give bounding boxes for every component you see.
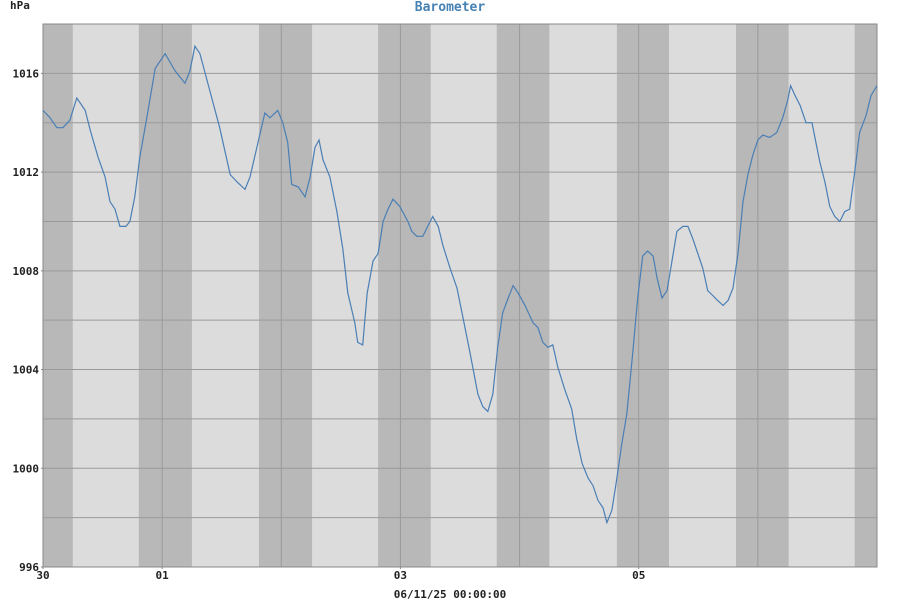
night-band bbox=[736, 24, 789, 567]
chart-title: Barometer bbox=[415, 0, 486, 15]
x-tick-label: 03 bbox=[394, 569, 407, 582]
night-band bbox=[616, 24, 669, 567]
night-band bbox=[854, 24, 877, 567]
x-axis-label: 06/11/25 00:00:00 bbox=[394, 588, 507, 600]
plot-frame bbox=[42, 23, 878, 568]
line bbox=[42, 44, 878, 525]
night-band bbox=[258, 24, 313, 567]
y-tick-label: 1012 bbox=[13, 166, 40, 179]
y-axis-label: hPa bbox=[10, 0, 30, 12]
night-band bbox=[138, 24, 192, 567]
y-tick-label: 1000 bbox=[13, 462, 40, 475]
y-tick-label: 1004 bbox=[13, 364, 40, 377]
night-band bbox=[43, 24, 73, 567]
x-tick-label: 01 bbox=[156, 569, 170, 582]
y-tick-label: 996 bbox=[19, 561, 39, 574]
x-tick-label: 05 bbox=[632, 569, 645, 582]
night-band bbox=[496, 24, 550, 567]
x-tick-label: 30 bbox=[36, 569, 49, 582]
night-band bbox=[378, 24, 431, 567]
y-tick-label: 1008 bbox=[13, 265, 40, 278]
y-tick-label: 1016 bbox=[13, 67, 40, 80]
